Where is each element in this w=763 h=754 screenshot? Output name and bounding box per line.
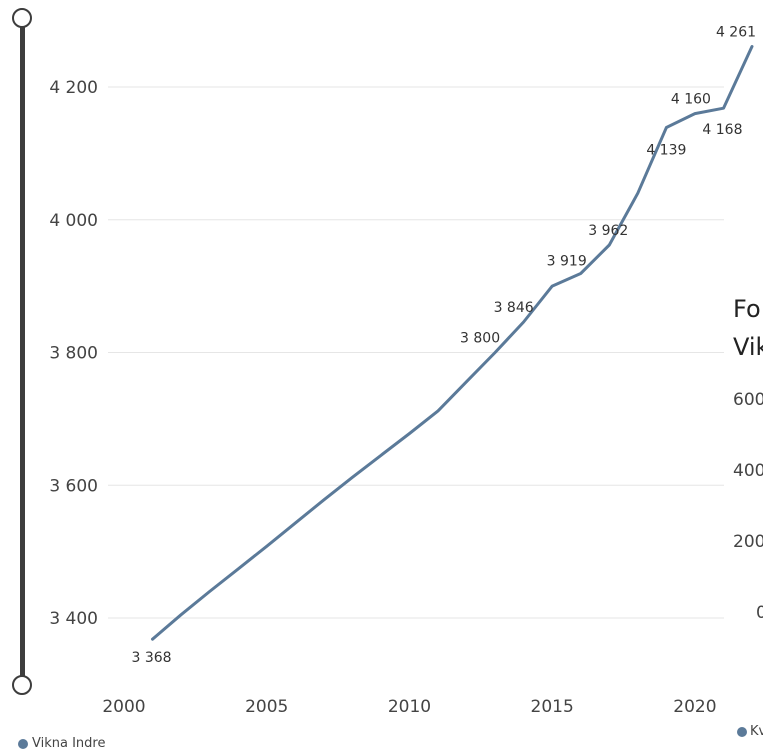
y-tick-label: 4 200 (49, 78, 98, 98)
adjacent-chart-tick: 400 (733, 461, 763, 481)
y-axis-ticks: 3 400 3 600 3 800 4 000 4 200 (49, 78, 98, 629)
y-tick-label: 3 600 (49, 476, 98, 496)
adjacent-chart-tick: 600 (733, 390, 763, 410)
data-label: 3 368 (131, 650, 171, 666)
x-tick-label: 2015 (531, 697, 574, 717)
adjacent-chart-panel: Fo Vik 600 400 200 0 (724, 290, 763, 690)
adjacent-chart-tick: 0 (756, 603, 763, 623)
legend-label: Kv (750, 724, 763, 739)
x-tick-label: 2020 (673, 697, 716, 717)
slider-handle-top[interactable] (12, 8, 32, 28)
data-label: 4 139 (646, 142, 686, 158)
x-axis-ticks: 2000 2005 2010 2015 2020 (102, 697, 716, 717)
data-label: 3 962 (588, 223, 628, 239)
legend-dot (737, 726, 747, 737)
slider-handle-bottom[interactable] (12, 675, 32, 695)
legend-label: Vikna Indre (32, 736, 106, 751)
data-label: 3 846 (494, 300, 534, 316)
series-line[interactable] (151, 45, 754, 641)
time-range-slider-track[interactable] (20, 27, 25, 677)
adjacent-chart-title-line1: Fo (733, 295, 761, 323)
x-tick-label: 2010 (388, 697, 431, 717)
legend[interactable]: Vikna Indre (18, 736, 105, 751)
x-tick-label: 2005 (245, 697, 288, 717)
series-layer (151, 45, 754, 641)
data-label: 4 160 (671, 92, 711, 108)
x-tick-label: 2000 (102, 697, 145, 717)
y-tick-label: 3 800 (49, 344, 98, 364)
data-label: 4 168 (702, 122, 742, 138)
y-tick-label: 4 000 (49, 211, 98, 231)
y-tick-label: 3 400 (49, 609, 98, 629)
data-label: 3 800 (460, 331, 500, 347)
data-label: 3 919 (547, 254, 587, 270)
legend-dot (18, 738, 28, 749)
adjacent-chart-legend[interactable]: Kv (737, 724, 763, 739)
adjacent-chart-title-line2: Vik (733, 333, 763, 361)
grid-lines (108, 86, 724, 619)
data-label: 4 261 (716, 25, 756, 41)
adjacent-chart-tick: 200 (733, 532, 763, 552)
